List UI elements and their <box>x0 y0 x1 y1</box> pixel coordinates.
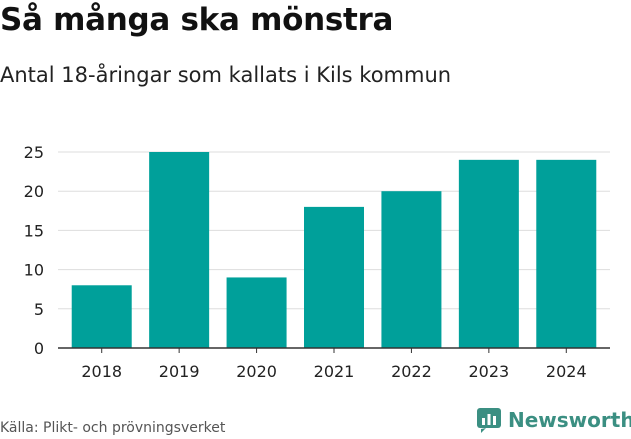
newsworthy-logo-icon <box>477 408 501 433</box>
y-tick-label: 25 <box>24 143 44 162</box>
bar-2023 <box>458 159 519 348</box>
y-tick-label: 20 <box>24 182 44 201</box>
bar-2018 <box>71 285 132 348</box>
x-tick-label: 2021 <box>314 362 355 381</box>
bar-2021 <box>304 206 364 348</box>
x-tick-label: 2024 <box>546 362 587 381</box>
x-tick-label: 2020 <box>236 362 277 381</box>
x-tick-label: 2022 <box>391 362 432 381</box>
y-tick-label: 0 <box>34 339 44 358</box>
bar-2020 <box>226 277 287 348</box>
bar-2019 <box>149 152 210 348</box>
bar-2024 <box>536 159 597 348</box>
x-tick-label: 2019 <box>159 362 200 381</box>
bar-chart: 0 5 10 15 20 25 2018 2019 2020 2021 2022 2023 2024 <box>24 143 610 381</box>
bar-2022 <box>381 191 442 348</box>
y-tick-label: 10 <box>24 261 44 280</box>
chart-title: Så många ska mönstra <box>0 2 394 38</box>
x-tick-label: 2023 <box>468 362 509 381</box>
y-tick-label: 15 <box>24 221 44 240</box>
brand-logo: Newsworthy <box>476 407 631 433</box>
brand-name: Newsworthy <box>508 408 631 432</box>
source-note: Källa: Plikt- och prövningsverket <box>0 420 226 436</box>
y-tick-label: 5 <box>34 300 44 319</box>
chart-subtitle: Antal 18-åringar som kallats i Kils komm… <box>0 63 452 87</box>
x-tick-label: 2018 <box>81 362 122 381</box>
